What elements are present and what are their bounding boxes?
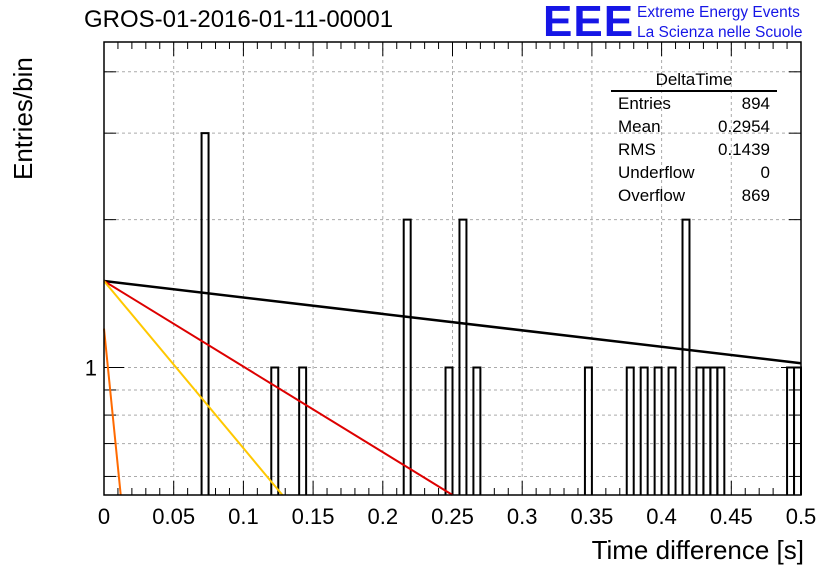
histogram-bin [702,366,712,495]
x-tick-label: 0.4 [646,504,677,529]
histogram-bin [667,366,677,495]
x-tick-label: 0 [98,504,110,529]
histogram-bin [709,366,719,495]
fit-line-yellow [103,280,284,496]
stats-row-underflow: Underflow 0 [611,161,777,184]
histogram-bin [402,218,412,495]
histogram-bin [200,132,210,495]
stats-row-entries: Entries 894 [611,92,777,115]
stats-row-mean: Mean 0.2954 [611,115,777,138]
stats-label: RMS [618,140,656,159]
x-tick-label: 0.25 [431,504,474,529]
stats-value: 0.1439 [718,140,770,159]
y-tick-label: 1 [85,355,97,380]
x-tick-label: 0.1 [228,504,259,529]
fit-line-red [103,280,454,496]
x-tick-label: 0.05 [152,504,195,529]
stats-label: Mean [618,117,661,136]
histogram-bin [625,366,635,495]
y-axis-label: Entries/bin [8,57,38,180]
stats-value: 894 [741,94,770,113]
histogram-bin [653,366,663,495]
fit-line-orange [103,328,122,496]
stats-label: Underflow [618,163,695,182]
x-tick-label: 0.35 [570,504,613,529]
stats-value: 0 [760,163,770,182]
histogram-bin [639,366,649,495]
stats-row-overflow: Overflow 869 [611,184,777,207]
stats-box: DeltaTime Entries 894 Mean 0.2954 RMS 0.… [611,70,777,207]
histogram-bin [793,366,802,495]
logo-line-2: La Scienza nelle Scuole [637,24,803,41]
fit-line-black [103,279,802,365]
histogram-bin [695,366,705,495]
histogram-bin [444,366,454,495]
x-tick-label: 0.5 [786,504,817,529]
histogram-bin [786,366,796,495]
logo-line-1: Extreme Energy Events [637,4,800,21]
x-tick-label: 0.45 [710,504,753,529]
plot-frame [103,41,802,496]
histogram-bin [583,366,593,495]
x-tick-label: 0.15 [292,504,335,529]
stats-label: Entries [618,94,671,113]
x-tick-label: 0.3 [507,504,538,529]
histogram-bin [270,366,280,495]
histogram-bin [681,218,691,495]
plot-title: GROS-01-2016-01-11-00001 [84,6,394,33]
stats-value: 869 [741,186,770,205]
histogram-bin [716,366,726,495]
histogram-bin [458,218,468,495]
x-axis-label: Time difference [s] [591,535,804,565]
eee-logo: EEE [543,0,635,46]
x-tick-label: 0.2 [368,504,399,529]
eee-logo-text: Extreme Energy Events La Scienza nelle S… [637,3,802,43]
stats-value: 0.2954 [718,117,770,136]
stats-label: Overflow [618,186,686,205]
stats-row-rms: RMS 0.1439 [611,138,777,161]
histogram-bin [298,366,308,495]
histogram-bin [472,366,482,495]
stats-title: DeltaTime [611,70,777,92]
